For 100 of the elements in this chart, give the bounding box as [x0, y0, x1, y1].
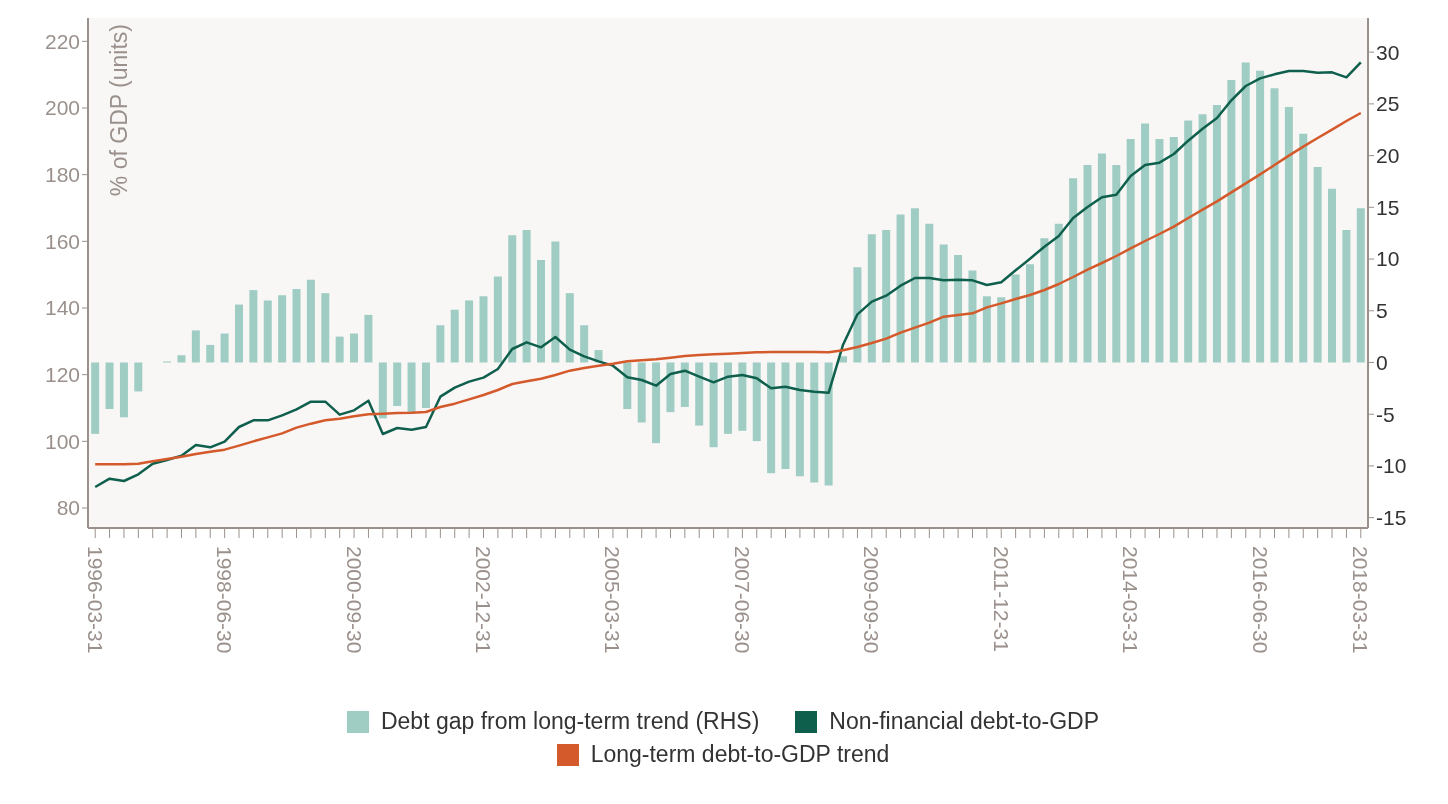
bar: [767, 362, 776, 474]
bar: [1069, 178, 1078, 363]
bar: [292, 289, 301, 363]
bar: [853, 267, 862, 363]
bar: [810, 362, 819, 483]
bar: [263, 300, 272, 363]
legend-label: Long-term debt-to-GDP trend: [590, 741, 890, 768]
bar: [910, 208, 919, 363]
bar: [723, 362, 732, 434]
bar: [551, 241, 560, 363]
bar: [493, 276, 502, 363]
bar: [1198, 114, 1207, 363]
y2-tick-label: 10: [1376, 247, 1400, 271]
bar: [867, 234, 876, 363]
y-tick-label: 180: [44, 163, 80, 187]
x-tick-label: 1996-03-31: [83, 546, 107, 654]
y2-tick-label: -10: [1376, 454, 1407, 478]
bar: [537, 260, 546, 363]
bar: [1241, 62, 1250, 363]
x-tick-label: 2014-03-31: [1119, 546, 1143, 654]
y-tick-label: 80: [56, 496, 80, 520]
bar: [508, 235, 517, 363]
bar: [177, 355, 186, 363]
bar: [278, 295, 287, 363]
bar: [1227, 80, 1236, 363]
x-tick-label: 2007-06-30: [730, 546, 754, 654]
x-tick-label: 2005-03-31: [601, 546, 625, 654]
legend-label: Non-financial debt-to-GDP: [829, 708, 1100, 735]
bar: [465, 300, 474, 363]
bar: [925, 223, 934, 363]
bar: [249, 290, 258, 363]
bar: [1054, 223, 1063, 363]
y2-tick-label: -15: [1376, 506, 1407, 530]
bar: [954, 254, 963, 363]
bar: [1141, 123, 1150, 363]
x-tick-label: 2018-03-31: [1349, 546, 1373, 654]
bar: [1026, 264, 1034, 363]
bar: [1040, 238, 1049, 363]
bar: [1011, 274, 1020, 363]
bar: [1270, 88, 1279, 363]
y2-tick-label: 0: [1376, 350, 1388, 374]
bar: [1356, 208, 1365, 363]
bar: [1184, 120, 1193, 363]
y-tick-label: 200: [44, 96, 80, 120]
bar: [709, 362, 718, 448]
bar: [982, 296, 991, 363]
y-tick-label: 100: [44, 429, 80, 453]
bar: [421, 362, 430, 408]
bar: [350, 333, 359, 363]
bar: [306, 279, 315, 363]
bar: [91, 362, 100, 434]
x-tick-label: 1998-06-30: [213, 546, 237, 654]
y-tick-label: 140: [44, 296, 80, 320]
bar: [206, 344, 215, 363]
x-tick-label: 2000-09-30: [342, 546, 366, 654]
bar: [939, 244, 948, 363]
bar: [191, 330, 200, 363]
x-tick-label: 2016-06-30: [1248, 546, 1272, 654]
bar: [666, 362, 675, 413]
bar: [637, 362, 646, 423]
bar: [450, 309, 459, 363]
bar: [105, 362, 114, 410]
y2-tick-label: 20: [1376, 144, 1400, 168]
y2-tick-label: 15: [1376, 195, 1400, 219]
bar: [824, 362, 833, 486]
bar: [1083, 164, 1092, 363]
bar: [335, 336, 344, 363]
bar: [997, 297, 1006, 363]
bar: [752, 362, 761, 442]
bar: [968, 270, 977, 363]
bar: [378, 362, 387, 419]
bar: [1112, 164, 1121, 363]
bar: [220, 333, 229, 363]
bar: [1155, 139, 1164, 363]
bar: [896, 214, 905, 363]
bar: [738, 362, 747, 431]
y-tick-label: 220: [44, 29, 80, 53]
bar: [522, 230, 531, 363]
bar: [321, 293, 330, 363]
bar: [134, 362, 143, 392]
y-tick-label: 120: [44, 363, 80, 387]
y-axis-title: % of GDP (units): [106, 24, 133, 197]
bar: [119, 362, 128, 418]
y-tick-label: 160: [44, 229, 80, 253]
x-tick-label: 2011-12-31: [989, 546, 1013, 652]
y2-tick-label: 25: [1376, 92, 1400, 116]
x-tick-label: 2009-09-30: [860, 546, 884, 654]
x-tick-label: 2002-12-31: [472, 546, 496, 654]
bar: [1097, 153, 1106, 363]
bar: [1212, 104, 1221, 363]
bar: [364, 314, 373, 363]
bar: [1256, 70, 1265, 363]
bar: [1328, 188, 1337, 363]
bar: [407, 362, 416, 413]
legend-label: Debt gap from long-term trend (RHS): [380, 708, 760, 735]
bar: [479, 296, 488, 363]
bar: [623, 362, 632, 410]
bar: [695, 362, 704, 426]
y2-tick-label: -5: [1376, 402, 1395, 426]
bar: [1313, 166, 1322, 363]
